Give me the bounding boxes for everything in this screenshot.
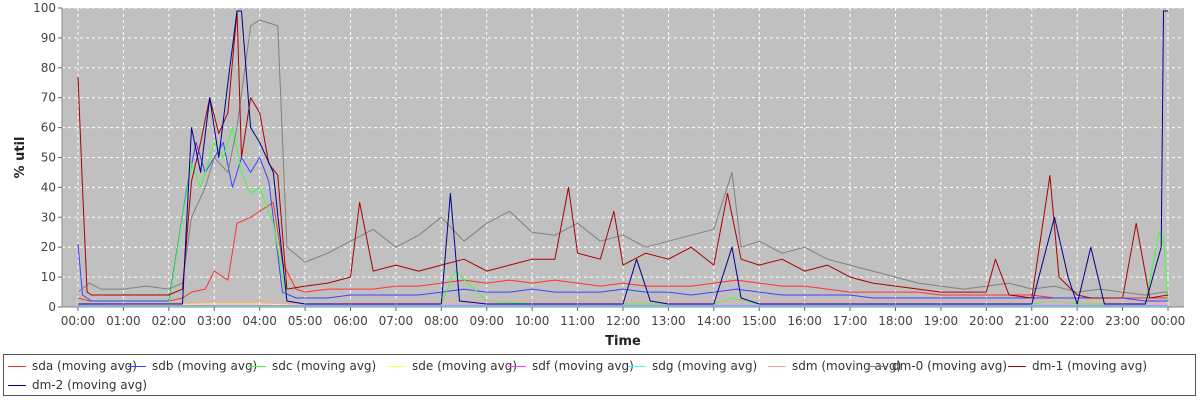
series-line-1 [77, 201, 1168, 302]
series-line-2 [77, 142, 1168, 302]
series-line-3 [78, 127, 1169, 305]
legend-swatch [248, 365, 266, 367]
legend-swatch [128, 365, 146, 367]
legend-swatch [628, 365, 646, 367]
x-tick-label: 09:00 [469, 314, 504, 328]
x-tick-label: 17:00 [833, 314, 868, 328]
x-tick-label: 03:00 [197, 314, 232, 328]
x-tick-label: 23:00 [1105, 314, 1140, 328]
y-tick-label: 100 [33, 1, 56, 15]
y-axis-title: % util [13, 137, 28, 179]
x-tick-label: 22:00 [1060, 314, 1095, 328]
legend-item: sdc (moving avg) [248, 357, 376, 375]
legend-swatch [768, 365, 786, 367]
x-tick-label: 08:00 [424, 314, 459, 328]
series-line-9 [77, 10, 1169, 299]
legend-label: sdm (moving avg) [792, 359, 902, 373]
x-tick-label: 18:00 [878, 314, 913, 328]
series-lines [77, 10, 1169, 307]
legend-item: sdm (moving avg) [768, 357, 901, 375]
x-tick-label: 15:00 [742, 314, 777, 328]
legend-swatch [8, 365, 26, 367]
legend-swatch [868, 365, 886, 367]
y-tick-label: 40 [41, 180, 56, 194]
legend-label: sdf (moving avg) [532, 359, 634, 373]
y-tick-label: 20 [41, 240, 56, 254]
y-tick-label: 30 [41, 210, 56, 224]
legend-label: sde (moving avg) [412, 359, 518, 373]
legend-item: dm-2 (moving avg) [8, 376, 147, 394]
x-tick-label: 19:00 [924, 314, 959, 328]
x-tick-label: 12:00 [606, 314, 641, 328]
x-tick-label: 21:00 [1014, 314, 1049, 328]
legend: sda (moving avg) sdb (moving avg) sdc (mov… [3, 354, 1196, 396]
legend-item: sde (moving avg) [388, 357, 517, 375]
legend-label: dm-2 (moving avg) [32, 378, 148, 392]
legend-item: sda (moving avg) [8, 357, 137, 375]
legend-swatch [1008, 365, 1026, 367]
y-tick-label: 0 [48, 300, 56, 314]
legend-label: sdg (moving avg) [652, 359, 758, 373]
y-tick-label: 50 [41, 151, 56, 165]
x-tick-label: 00:00 [61, 314, 96, 328]
x-axis-title: Time [605, 334, 641, 349]
x-tick-label: 06:00 [333, 314, 368, 328]
x-tick-label: 11:00 [560, 314, 595, 328]
x-tick-label: 01:00 [106, 314, 141, 328]
legend-label: sdc (moving avg) [272, 359, 377, 373]
x-tick-label: 05:00 [288, 314, 323, 328]
x-tick-label: 20:00 [969, 314, 1004, 328]
x-tick-label: 13:00 [651, 314, 686, 328]
x-tick-label: 00:00 [1151, 314, 1186, 328]
legend-item: dm-0 (moving avg) [868, 357, 1007, 375]
legend-item: sdg (moving avg) [628, 357, 757, 375]
legend-item: dm-1 (moving avg) [1008, 357, 1147, 375]
x-tick-label: 10:00 [515, 314, 550, 328]
legend-label: dm-0 (moving avg) [892, 359, 1008, 373]
legend-label: dm-1 (moving avg) [1032, 359, 1148, 373]
y-tick-label: 80 [41, 61, 56, 75]
series-line-7 [78, 300, 1169, 305]
legend-item: sdf (moving avg) [508, 357, 634, 375]
legend-label: sda (moving avg) [32, 359, 137, 373]
legend-item: sdb (moving avg) [128, 357, 257, 375]
legend-swatch [8, 384, 26, 386]
x-tick-label: 14:00 [697, 314, 732, 328]
x-tick-label: 07:00 [379, 314, 414, 328]
y-tick-label: 60 [41, 121, 56, 135]
series-line-10 [78, 10, 1168, 305]
y-tick-label: 90 [41, 31, 56, 45]
legend-swatch [388, 365, 406, 367]
legend-label: sdb (moving avg) [152, 359, 258, 373]
legend-swatch [508, 365, 526, 367]
tick-labels: 0 10 20 30 40 50 60 70 80 90 100 00:00 01:00 02:00 03:… [33, 1, 1185, 328]
x-tick-label: 16:00 [787, 314, 822, 328]
y-tick-label: 10 [41, 270, 56, 284]
axes [58, 7, 1184, 311]
gridlines [62, 7, 1184, 308]
y-tick-label: 70 [41, 91, 56, 105]
x-tick-label: 02:00 [152, 314, 187, 328]
x-tick-label: 04:00 [242, 314, 277, 328]
series-line-8 [77, 19, 1168, 296]
